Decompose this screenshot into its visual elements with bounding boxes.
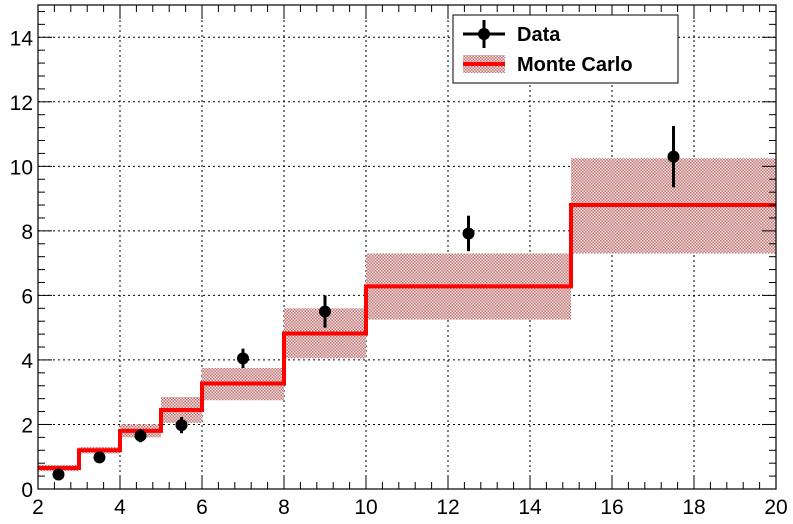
- axis-ticks: [37, 5, 777, 490]
- data-point: [462, 215, 475, 252]
- data-points: [52, 126, 680, 481]
- x-tick-label: 14: [518, 496, 542, 519]
- legend-mc-marker: [463, 55, 505, 73]
- legend: Data Monte Carlo: [452, 14, 679, 84]
- data-marker: [319, 305, 331, 318]
- data-point: [134, 429, 147, 443]
- legend-data-marker: [463, 20, 505, 48]
- x-tick-label: 2: [32, 496, 44, 519]
- y-tick-label: 14: [10, 27, 34, 50]
- data-point: [52, 468, 65, 481]
- legend-data-label: Data: [517, 24, 561, 46]
- x-tick-label: 20: [764, 496, 787, 519]
- y-tick-label: 6: [21, 285, 33, 308]
- x-tick-label: 16: [600, 496, 623, 519]
- mc-step-line: [38, 203, 776, 471]
- data-point: [175, 417, 188, 434]
- x-tick-label: 12: [436, 496, 459, 519]
- y-tick-label: 0: [21, 479, 33, 502]
- y-tick-label: 2: [21, 414, 33, 437]
- y-tick-label: 10: [10, 156, 33, 179]
- data-marker: [237, 352, 249, 365]
- plot-frame: [37, 4, 777, 490]
- data-marker: [175, 419, 188, 432]
- y-tick-label: 4: [21, 350, 33, 373]
- data-marker: [93, 451, 106, 464]
- data-marker: [134, 429, 147, 442]
- legend-mc-label: Monte Carlo: [517, 54, 633, 76]
- y-tick-label: 8: [21, 221, 33, 244]
- data-point: [237, 348, 249, 368]
- data-point: [93, 451, 106, 464]
- data-marker: [667, 150, 680, 163]
- data-point: [319, 295, 331, 328]
- x-tick-label: 8: [278, 496, 290, 519]
- x-tick-label: 4: [114, 496, 126, 519]
- data-point: [667, 126, 680, 188]
- data-marker: [462, 227, 475, 240]
- x-tick-label: 6: [196, 496, 208, 519]
- x-tick-label: 18: [682, 496, 705, 519]
- y-tick-label: 12: [10, 92, 33, 115]
- x-tick-label: 10: [354, 496, 377, 519]
- data-marker: [52, 468, 65, 481]
